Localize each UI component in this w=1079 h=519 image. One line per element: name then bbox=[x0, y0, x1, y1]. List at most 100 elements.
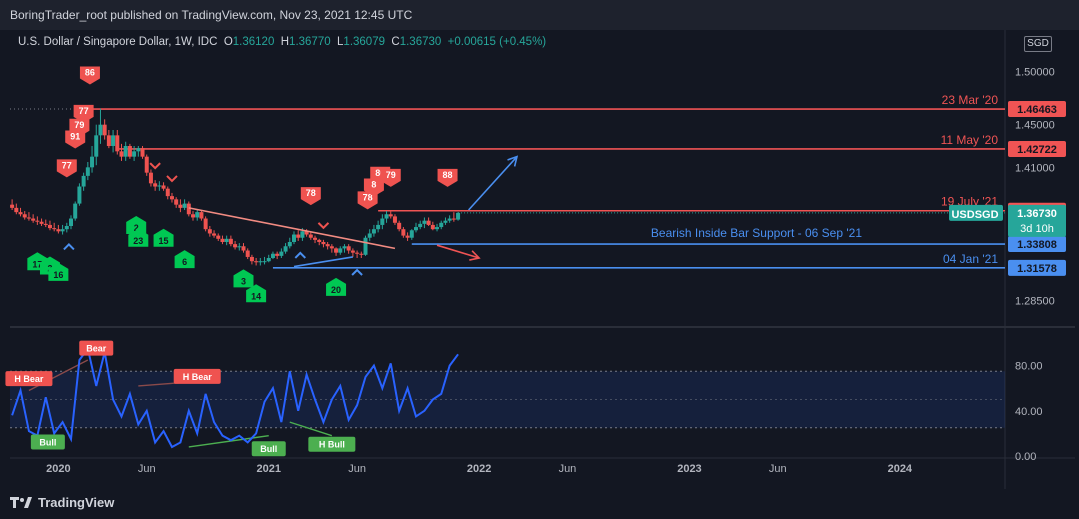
candle-body[interactable] bbox=[346, 246, 351, 251]
candle-body[interactable] bbox=[456, 212, 461, 220]
candle-body[interactable] bbox=[64, 226, 69, 230]
candle-body[interactable] bbox=[363, 237, 368, 255]
candle-body[interactable] bbox=[22, 214, 27, 218]
candle-body[interactable] bbox=[300, 231, 305, 238]
tradingview-logo[interactable]: TradingView bbox=[10, 494, 114, 510]
candle-body[interactable] bbox=[249, 256, 254, 262]
bear-divergence-tag[interactable] bbox=[5, 371, 53, 387]
candle-body[interactable] bbox=[73, 203, 78, 219]
candle-body[interactable] bbox=[199, 212, 204, 219]
candle-body[interactable] bbox=[413, 227, 418, 231]
candle-body[interactable] bbox=[245, 250, 250, 257]
candle-body[interactable] bbox=[334, 248, 339, 253]
candle-body[interactable] bbox=[237, 246, 242, 248]
candle-body[interactable] bbox=[148, 172, 153, 184]
candle-body[interactable] bbox=[401, 229, 406, 236]
candle-body[interactable] bbox=[270, 253, 275, 258]
candle-body[interactable] bbox=[409, 230, 414, 238]
candle-body[interactable] bbox=[338, 248, 343, 253]
candle-body[interactable] bbox=[69, 218, 74, 226]
candle-body[interactable] bbox=[451, 218, 456, 220]
candle-body[interactable] bbox=[275, 253, 280, 256]
down-arrow[interactable] bbox=[436, 244, 480, 259]
candle-body[interactable] bbox=[388, 214, 393, 217]
candle-body[interactable] bbox=[31, 218, 36, 221]
red-signal-marker[interactable] bbox=[437, 168, 458, 187]
candle-body[interactable] bbox=[102, 124, 107, 136]
candle-body[interactable] bbox=[111, 135, 116, 146]
red-signal-marker[interactable] bbox=[73, 104, 94, 123]
green-signal-marker[interactable] bbox=[128, 228, 149, 247]
candle-body[interactable] bbox=[392, 216, 397, 223]
green-signal-marker[interactable] bbox=[48, 262, 69, 281]
candle-body[interactable] bbox=[283, 246, 288, 252]
candle-body[interactable] bbox=[178, 204, 183, 208]
candle-body[interactable] bbox=[115, 135, 120, 152]
ascending-trendline[interactable] bbox=[293, 256, 354, 268]
candle-body[interactable] bbox=[127, 146, 132, 157]
candle-body[interactable] bbox=[342, 246, 347, 249]
candle-body[interactable] bbox=[39, 221, 44, 224]
candle-body[interactable] bbox=[426, 220, 431, 225]
candle-body[interactable] bbox=[153, 183, 158, 187]
candle-body[interactable] bbox=[367, 233, 372, 238]
candle-body[interactable] bbox=[329, 246, 334, 249]
candle-body[interactable] bbox=[405, 235, 410, 238]
green-signal-marker[interactable] bbox=[174, 250, 195, 269]
candle-body[interactable] bbox=[447, 218, 452, 221]
candle-body[interactable] bbox=[233, 244, 238, 248]
candle-body[interactable] bbox=[371, 229, 376, 234]
candle-body[interactable] bbox=[144, 156, 149, 173]
candle-body[interactable] bbox=[304, 231, 309, 235]
candle-body[interactable] bbox=[443, 220, 448, 223]
green-signal-marker[interactable] bbox=[233, 269, 254, 288]
candle-body[interactable] bbox=[165, 188, 170, 197]
candle-body[interactable] bbox=[186, 203, 191, 215]
bull-divergence-tag[interactable] bbox=[308, 436, 356, 452]
candle-body[interactable] bbox=[359, 253, 364, 255]
red-signal-marker[interactable] bbox=[357, 191, 378, 210]
candle-body[interactable] bbox=[422, 220, 427, 224]
candle-body[interactable] bbox=[313, 237, 318, 240]
candle-body[interactable] bbox=[56, 229, 61, 232]
candle-body[interactable] bbox=[212, 233, 217, 236]
candle-body[interactable] bbox=[10, 204, 15, 208]
red-signal-marker[interactable] bbox=[300, 187, 321, 206]
candle-body[interactable] bbox=[384, 214, 389, 219]
candle-body[interactable] bbox=[376, 224, 381, 230]
candle-body[interactable] bbox=[157, 185, 162, 187]
green-signal-marker[interactable] bbox=[153, 228, 174, 247]
candle-body[interactable] bbox=[169, 196, 174, 200]
candle-body[interactable] bbox=[85, 167, 90, 176]
candle-body[interactable] bbox=[18, 212, 23, 215]
candle-body[interactable] bbox=[350, 250, 355, 253]
red-signal-marker[interactable] bbox=[79, 66, 100, 85]
candle-body[interactable] bbox=[207, 229, 212, 234]
candle-body[interactable] bbox=[220, 238, 225, 242]
candle-body[interactable] bbox=[94, 135, 99, 157]
candle-body[interactable] bbox=[308, 234, 313, 238]
bear-divergence-tag[interactable] bbox=[79, 340, 114, 356]
candle-body[interactable] bbox=[325, 244, 330, 247]
bull-divergence-tag[interactable] bbox=[30, 434, 65, 450]
bull-divergence-tag[interactable] bbox=[251, 441, 286, 457]
candle-body[interactable] bbox=[355, 252, 360, 254]
red-signal-marker[interactable] bbox=[65, 130, 86, 149]
candle-body[interactable] bbox=[119, 151, 124, 157]
candle-body[interactable] bbox=[161, 185, 166, 189]
candle-body[interactable] bbox=[195, 212, 200, 218]
candle-body[interactable] bbox=[439, 222, 444, 228]
candle-body[interactable] bbox=[287, 242, 292, 247]
candle-body[interactable] bbox=[35, 220, 40, 222]
candle-body[interactable] bbox=[203, 218, 208, 230]
candle-body[interactable] bbox=[52, 228, 57, 230]
candle-body[interactable] bbox=[60, 229, 65, 232]
candle-body[interactable] bbox=[254, 261, 259, 263]
candle-body[interactable] bbox=[26, 217, 31, 219]
candle-body[interactable] bbox=[262, 261, 267, 263]
candle-body[interactable] bbox=[47, 224, 52, 229]
candle-body[interactable] bbox=[43, 223, 48, 225]
candle-body[interactable] bbox=[266, 258, 271, 262]
currency-button[interactable]: SGD bbox=[1024, 36, 1052, 52]
